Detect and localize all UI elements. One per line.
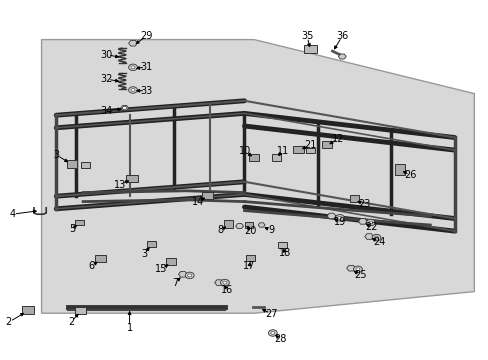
Circle shape (374, 236, 378, 239)
Text: 5: 5 (69, 224, 75, 234)
Polygon shape (178, 271, 187, 277)
Polygon shape (41, 40, 473, 313)
Text: 4: 4 (9, 209, 15, 219)
Text: 36: 36 (335, 31, 348, 41)
Text: 8: 8 (217, 225, 223, 235)
Text: 22: 22 (365, 222, 377, 232)
Polygon shape (321, 141, 331, 148)
Circle shape (185, 272, 194, 279)
Polygon shape (292, 146, 303, 153)
Circle shape (128, 64, 137, 71)
Text: 30: 30 (100, 50, 113, 60)
Text: 35: 35 (300, 31, 313, 41)
Polygon shape (245, 222, 253, 228)
Polygon shape (394, 164, 404, 175)
Text: 27: 27 (264, 309, 277, 319)
Polygon shape (121, 105, 128, 111)
Text: 9: 9 (268, 225, 274, 235)
Text: 25: 25 (354, 270, 366, 280)
Circle shape (220, 279, 229, 286)
Polygon shape (147, 241, 156, 247)
Text: 17: 17 (243, 261, 255, 271)
Polygon shape (75, 220, 84, 225)
Text: 10: 10 (239, 146, 251, 156)
Text: 12: 12 (331, 134, 344, 144)
Polygon shape (249, 154, 259, 161)
Polygon shape (271, 154, 280, 161)
Text: 20: 20 (244, 226, 256, 236)
Text: 18: 18 (278, 248, 290, 258)
Circle shape (122, 107, 126, 109)
Polygon shape (224, 220, 233, 228)
Circle shape (335, 215, 344, 221)
Text: 3: 3 (53, 150, 59, 160)
Text: 23: 23 (357, 199, 370, 209)
Polygon shape (235, 224, 243, 229)
Polygon shape (95, 255, 105, 262)
Text: 26: 26 (404, 170, 416, 180)
Text: 16: 16 (221, 285, 233, 295)
Text: 28: 28 (273, 334, 286, 344)
Text: 19: 19 (333, 217, 346, 228)
Polygon shape (305, 148, 314, 153)
Polygon shape (303, 45, 317, 53)
Polygon shape (67, 160, 77, 168)
Text: 21: 21 (304, 140, 316, 150)
Polygon shape (258, 223, 264, 227)
Text: 6: 6 (88, 261, 94, 271)
Polygon shape (346, 265, 355, 271)
Polygon shape (349, 195, 359, 202)
Circle shape (268, 330, 277, 336)
Text: 1: 1 (126, 323, 132, 333)
Circle shape (223, 281, 226, 284)
Polygon shape (278, 242, 286, 248)
Circle shape (337, 216, 341, 219)
Polygon shape (338, 54, 346, 59)
Circle shape (131, 89, 135, 91)
Polygon shape (364, 234, 373, 239)
Circle shape (128, 87, 137, 93)
Circle shape (366, 219, 374, 226)
Polygon shape (81, 162, 90, 168)
Polygon shape (128, 40, 137, 46)
Text: 15: 15 (155, 264, 167, 274)
Circle shape (353, 266, 362, 273)
Polygon shape (358, 219, 366, 224)
Text: 11: 11 (276, 146, 288, 156)
Text: 13: 13 (113, 180, 126, 190)
Text: 14: 14 (191, 197, 204, 207)
Text: 3: 3 (141, 249, 147, 259)
Polygon shape (126, 175, 138, 182)
Text: 34: 34 (100, 105, 113, 116)
Text: 31: 31 (140, 62, 153, 72)
Polygon shape (22, 306, 34, 314)
Circle shape (131, 66, 135, 69)
Circle shape (355, 268, 359, 271)
Polygon shape (246, 255, 255, 261)
Polygon shape (214, 280, 223, 285)
Text: 24: 24 (372, 237, 385, 247)
Circle shape (368, 221, 372, 224)
Text: 2: 2 (68, 317, 74, 327)
Circle shape (371, 234, 380, 241)
Text: 33: 33 (140, 86, 153, 96)
Text: 32: 32 (100, 74, 113, 84)
Text: 2: 2 (6, 317, 12, 327)
Text: 7: 7 (172, 278, 178, 288)
Polygon shape (166, 258, 176, 265)
Circle shape (187, 274, 191, 277)
Text: 29: 29 (140, 31, 153, 41)
Polygon shape (75, 307, 86, 314)
Circle shape (270, 332, 274, 334)
Polygon shape (202, 192, 213, 199)
Polygon shape (326, 213, 335, 219)
